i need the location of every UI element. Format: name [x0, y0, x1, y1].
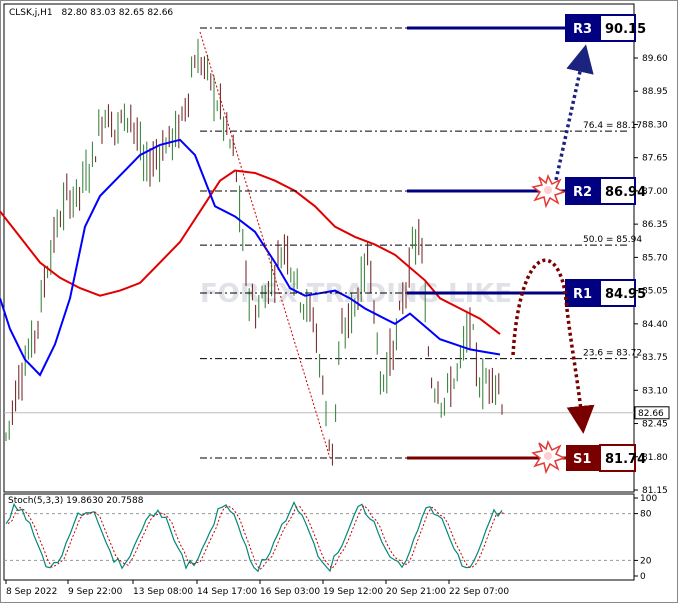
price-tick-label: 84.40 — [642, 320, 668, 330]
fib-level-label: 23.6 = 83.72 — [583, 349, 642, 359]
price-tick-label: 82.45 — [642, 420, 668, 430]
moving-averages — [0, 138, 501, 377]
level-value-box — [599, 444, 636, 472]
burst-icon — [531, 173, 566, 209]
price-tick-label: 89.60 — [642, 54, 668, 64]
time-tick-label: 8 Sep 2022 — [6, 587, 57, 597]
burst-icon — [531, 439, 566, 475]
stochastic-oscillator: 100 80 20 0 — [4, 494, 657, 582]
price-tick-label: 88.95 — [642, 87, 668, 97]
current-price-box — [634, 406, 670, 420]
symbol-name: CLSK,j,H1 — [9, 8, 53, 18]
price-tick-label: 85.05 — [642, 287, 668, 297]
stoch-header: Stoch(5,3,3) 19.8630 20.7588 — [8, 496, 144, 506]
ohlc-values: 82.80 83.03 82.65 82.66 — [62, 8, 174, 18]
price-tick-label: 88.30 — [642, 120, 668, 130]
level-label-s1: S1 — [573, 452, 591, 467]
level-tag — [566, 178, 600, 204]
main-pane — [3, 3, 635, 493]
level-tag — [566, 445, 600, 471]
price-tick-label: 81.15 — [642, 486, 668, 496]
price-tick-label: 87.00 — [642, 187, 668, 197]
fib-level-label: 50.0 = 85.94 — [583, 235, 642, 245]
price-tick-label: 85.70 — [642, 253, 668, 263]
reference-lines: 76.4 = 88.17 50.0 = 85.94 23.6 = 83.72 — [4, 121, 642, 414]
current-price-label: 82.66 — [638, 409, 664, 419]
projection-arrow-up — [554, 44, 594, 181]
slow-ma-line — [0, 169, 501, 335]
price-axis: 89.60 88.95 88.30 87.65 87.00 86.35 85.70 85.05… — [634, 54, 670, 496]
time-tick-label: 13 Sep 08:00 — [133, 587, 193, 597]
stoch-signal-line — [7, 504, 505, 571]
stoch-tick-label: 80 — [640, 510, 652, 520]
fast-ma-line — [0, 138, 501, 377]
level-box — [565, 14, 636, 42]
price-tick-label: 83.10 — [642, 386, 668, 396]
time-tick-label: 20 Sep 21:00 — [386, 587, 446, 597]
price-tick-label: 87.65 — [642, 154, 668, 164]
time-tick-label: 14 Sep 17:00 — [197, 587, 257, 597]
time-tick-label: 9 Sep 22:00 — [68, 587, 123, 597]
level-value-r2: 86.94 — [605, 185, 646, 200]
price-tick-label: 81.80 — [642, 453, 668, 463]
time-tick-label: 22 Sep 07:00 — [449, 587, 509, 597]
price-tick-label: 86.35 — [642, 220, 668, 230]
time-tick-label: 16 Sep 03:00 — [260, 587, 320, 597]
time-axis: 8 Sep 2022 9 Sep 22:00 13 Sep 08:00 14 Sep … — [5, 580, 509, 597]
stoch-tick-label: 20 — [640, 556, 652, 566]
time-tick-label: 19 Sep 12:00 — [323, 587, 383, 597]
stoch-pane — [3, 493, 635, 581]
level-label-r1: R1 — [573, 287, 592, 302]
level-value-r1: 84.95 — [605, 287, 646, 302]
stoch-tick-label: 0 — [640, 572, 646, 582]
symbol-header: CLSK,j,H1 82.80 83.03 82.65 82.66 — [9, 8, 173, 18]
price-tick-label: 83.75 — [642, 353, 668, 363]
level-tag — [566, 280, 600, 306]
level-label-r2: R2 — [573, 185, 592, 200]
level-value-s1: 81.74 — [605, 452, 646, 467]
fib-level-label: 76.4 = 88.17 — [583, 121, 642, 131]
level-value-box — [599, 177, 636, 205]
level-label-r3: R3 — [573, 22, 592, 37]
level-value-r3: 90.15 — [605, 22, 646, 37]
stoch-tick-label: 100 — [640, 494, 657, 504]
stoch-main-line — [5, 500, 503, 573]
level-tag — [566, 15, 600, 41]
